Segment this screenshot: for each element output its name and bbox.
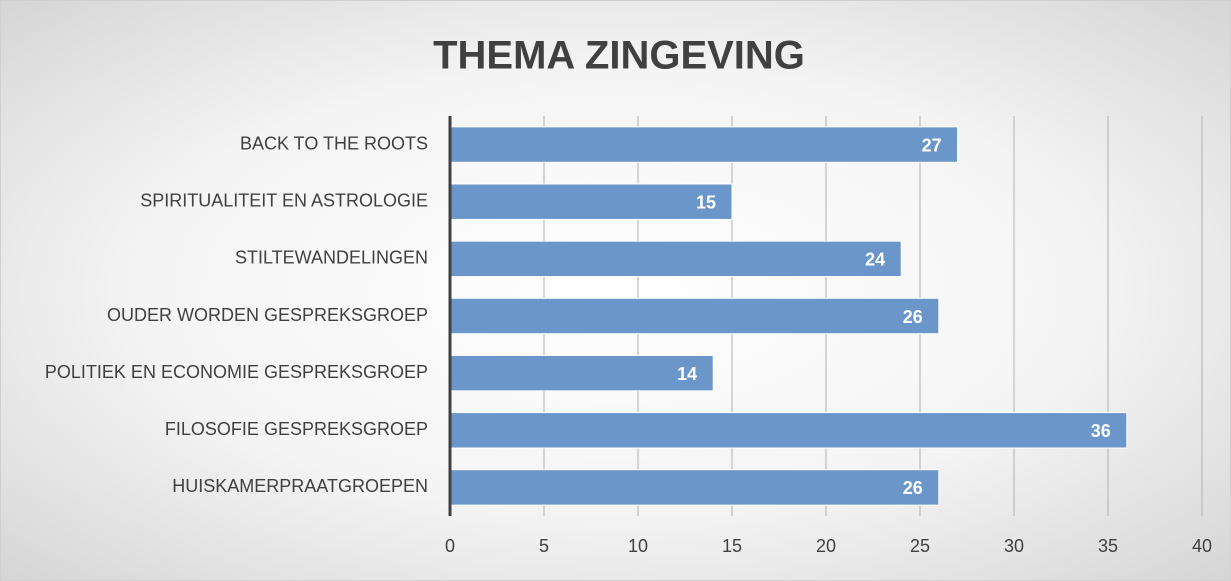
- data-label: 36: [1091, 421, 1111, 441]
- y-tick-label: FILOSOFIE GESPREKSGROEP: [165, 419, 428, 439]
- data-label: 14: [677, 364, 697, 384]
- x-tick-label: 10: [628, 536, 648, 556]
- data-label: 26: [903, 307, 923, 327]
- x-tick-label: 5: [539, 536, 549, 556]
- bar: [449, 354, 714, 392]
- y-tick-label: OUDER WORDEN GESPREKSGROEP: [107, 305, 428, 325]
- y-tick-label: POLITIEK EN ECONOMIE GESPREKSGROEP: [45, 362, 428, 382]
- bar: [449, 183, 733, 220]
- y-tick-label: BACK TO THE ROOTS: [240, 133, 428, 153]
- bar: [449, 126, 959, 163]
- x-tick-label: 40: [1192, 536, 1212, 556]
- bar: [449, 297, 940, 335]
- y-tick-label: SPIRITUALITEIT EN ASTROLOGIE: [140, 190, 428, 210]
- chart-title: THEMA ZINGEVING: [433, 34, 805, 78]
- data-label: 26: [903, 478, 923, 498]
- y-tick-label: HUISKAMERPRAATGROEPEN: [172, 476, 428, 496]
- x-tick-label: 30: [1004, 536, 1024, 556]
- data-label: 15: [696, 192, 716, 212]
- x-tick-label: 0: [445, 536, 455, 556]
- data-label: 27: [922, 135, 942, 155]
- bar: [449, 240, 902, 278]
- y-tick-label: STILTEWANDELINGEN: [235, 248, 428, 268]
- bar: [449, 412, 1128, 449]
- bar: [449, 469, 940, 506]
- x-tick-label: 25: [910, 536, 930, 556]
- x-tick-label: 20: [816, 536, 836, 556]
- data-label: 24: [865, 250, 885, 270]
- x-tick-label: 15: [722, 536, 742, 556]
- x-tick-label: 35: [1098, 536, 1118, 556]
